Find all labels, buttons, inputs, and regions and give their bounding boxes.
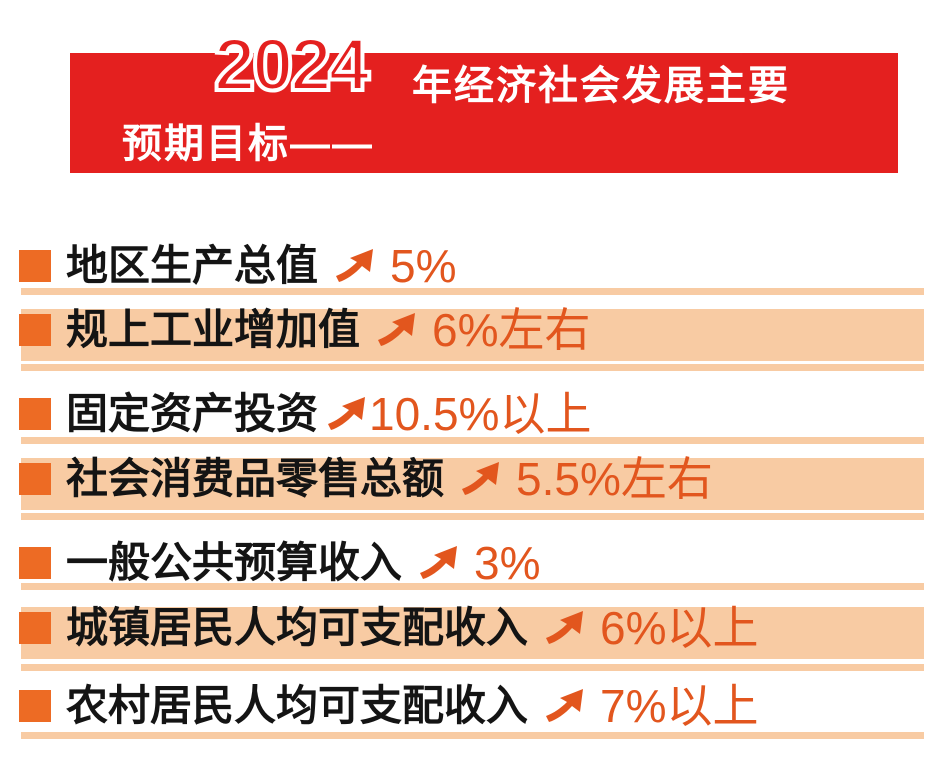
row-underline	[21, 364, 924, 371]
banner-title-line1: 年经济社会发展主要	[412, 64, 790, 108]
square-bullet-icon	[19, 314, 51, 346]
rise-arrow-icon	[546, 689, 584, 722]
row-underline	[21, 583, 924, 590]
indicator-label: 社会消费品零售总额	[66, 455, 445, 502]
rise-arrow-icon	[336, 249, 374, 282]
indicator-label: 一般公共预算收入	[66, 539, 403, 586]
row-underline	[21, 288, 924, 295]
target-row: 地区生产总值 5%	[0, 240, 945, 292]
banner-title-line2: 预期目标——	[122, 122, 374, 166]
target-value: 10.5%以上	[369, 388, 592, 440]
indicator-label: 规上工业增加值	[66, 306, 361, 353]
target-row: 农村居民人均可支配收入 7%以上	[0, 680, 945, 732]
square-bullet-icon	[19, 463, 51, 495]
indicator-label: 城镇居民人均可支配收入	[66, 604, 529, 651]
rise-arrow-icon	[328, 397, 366, 430]
target-value: 7%以上	[600, 680, 759, 732]
indicator-label: 固定资产投资	[66, 390, 319, 437]
square-bullet-icon	[19, 547, 51, 579]
target-row: 一般公共预算收入 3%	[0, 537, 945, 589]
square-bullet-icon	[19, 690, 51, 722]
row-underline	[21, 513, 924, 520]
target-value: 5%	[390, 240, 457, 292]
target-value: 6%左右	[432, 304, 591, 356]
row-underline	[21, 664, 924, 671]
rise-arrow-icon	[546, 611, 584, 644]
square-bullet-icon	[19, 612, 51, 644]
year-text: 2024	[212, 23, 372, 106]
target-value: 6%以上	[600, 602, 759, 654]
target-value: 5.5%左右	[516, 453, 713, 505]
target-value: 3%	[474, 537, 541, 589]
row-underline	[21, 732, 924, 739]
header-banner	[70, 53, 898, 173]
target-row: 固定资产投资 10.5%以上	[0, 388, 945, 440]
target-row: 规上工业增加值 6%左右	[0, 304, 945, 356]
indicator-label: 农村居民人均可支配收入	[66, 682, 529, 729]
square-bullet-icon	[19, 250, 51, 282]
highlight-band	[21, 309, 924, 361]
square-bullet-icon	[19, 398, 51, 430]
target-row: 城镇居民人均可支配收入 6%以上	[0, 602, 945, 654]
rise-arrow-icon	[420, 546, 458, 579]
row-underline	[21, 437, 924, 444]
target-row: 社会消费品零售总额 5.5%左右	[0, 453, 945, 505]
rise-arrow-icon	[378, 313, 416, 346]
indicator-label: 地区生产总值	[66, 242, 319, 289]
rise-arrow-icon	[462, 462, 500, 495]
highlight-band	[21, 607, 924, 659]
